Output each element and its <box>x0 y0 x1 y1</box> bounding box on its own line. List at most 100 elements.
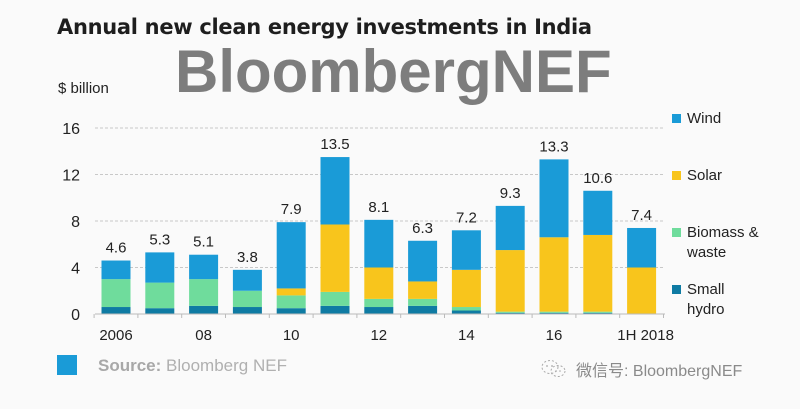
bar-segment-wind <box>408 240 438 282</box>
bar-segment-solar <box>320 224 350 292</box>
bar-segment-biomass-waste <box>320 291 350 306</box>
bar-segment-wind <box>583 190 613 235</box>
bar-segment-small-hydro <box>583 312 613 314</box>
bar-segment-small-hydro <box>145 308 175 314</box>
bar-segment-solar <box>539 237 569 312</box>
y-axis-unit-label: $ billion <box>58 80 109 97</box>
bar-segment-biomass-waste <box>583 311 613 313</box>
bar-segment-biomass-waste <box>189 279 219 306</box>
bar-segment-biomass-waste <box>145 282 175 309</box>
x-tick-label: 14 <box>458 327 475 344</box>
bar-segment-wind <box>627 227 657 268</box>
chart-title: Annual new clean energy investments in I… <box>57 15 592 39</box>
y-tick-label: 16 <box>62 121 80 138</box>
legend-label-biomass-line1: Biomass & <box>687 224 759 241</box>
x-tick-label: 1H 2018 <box>617 327 674 344</box>
bar-segment-biomass-waste <box>232 290 262 308</box>
x-tick-label: 10 <box>283 327 300 344</box>
bar-segment-small-hydro <box>320 305 350 314</box>
bar-segment-wind <box>145 252 175 283</box>
legend-item-wind: Wind <box>672 109 721 129</box>
bar-segment-wind <box>189 254 219 280</box>
bar-segment-biomass-waste <box>539 311 569 313</box>
bar-segment-wind <box>232 269 262 291</box>
bar-segment-biomass-waste <box>364 298 394 308</box>
bar-segment-small-hydro <box>101 307 131 314</box>
legend-label-wind: Wind <box>687 110 722 127</box>
y-tick-label: 8 <box>71 214 80 231</box>
bar-segment-biomass-waste <box>495 311 525 313</box>
source-value: Bloomberg NEF <box>166 356 287 375</box>
bar-segment-solar <box>495 250 525 312</box>
bar-segment-wind <box>451 230 481 270</box>
total-labels: 4.6 5.3 5.1 3.8 7.9 13.5 8.1 6.3 7.2 9.3 13.3 10.6 7… <box>106 136 652 266</box>
legend-label-hydro-line1: Small <box>687 281 725 298</box>
bar-segment-small-hydro <box>189 305 219 314</box>
legend-item-hydro: Small hydro <box>672 280 725 320</box>
legend-swatch-biomass <box>672 228 681 237</box>
legend-label-biomass: Biomass & waste <box>687 223 759 263</box>
bar-segment-wind <box>276 222 306 289</box>
bar-segment-small-hydro <box>276 308 306 314</box>
total-label: 13.3 <box>539 138 568 155</box>
bar-segment-solar <box>583 234 613 312</box>
wechat-credit: 微信号: BloombergNEF <box>540 357 742 381</box>
bar-segment-wind <box>320 157 350 225</box>
wechat-icon <box>541 360 566 377</box>
x-tick-label: 12 <box>370 327 387 344</box>
y-axis-ticks: 0 4 8 12 16 <box>62 121 80 324</box>
bar-segment-solar <box>408 281 438 299</box>
x-tick-label: 2006 <box>99 327 132 344</box>
bar-segment-small-hydro <box>539 312 569 314</box>
legend-item-solar: Solar <box>672 166 722 186</box>
legend-label-hydro: Small hydro <box>687 280 725 320</box>
x-tick-label: 16 <box>546 327 563 344</box>
total-label: 7.4 <box>631 207 652 224</box>
total-label: 8.1 <box>368 199 389 216</box>
bar-segment-small-hydro <box>232 307 262 314</box>
legend-swatch-wind <box>672 114 681 123</box>
bar-segment-biomass-waste <box>451 307 481 311</box>
total-label: 4.6 <box>106 240 127 257</box>
bar-segment-solar <box>451 269 481 308</box>
wechat-text: 微信号: BloombergNEF <box>576 363 743 380</box>
x-axis: 2006 08 10 12 14 16 1H 2018 <box>93 313 674 344</box>
total-label: 10.6 <box>583 170 612 187</box>
bar-segment-biomass-waste <box>276 295 306 309</box>
y-tick-label: 4 <box>71 261 80 278</box>
bar-segment-solar <box>627 267 657 314</box>
source-note: Source: Bloomberg NEF <box>98 356 287 376</box>
bar-segment-wind <box>495 205 525 251</box>
bar-segment-small-hydro <box>451 310 481 314</box>
total-label: 13.5 <box>320 136 349 153</box>
total-label: 3.8 <box>237 249 258 266</box>
source-label: Source: <box>98 356 162 375</box>
total-label: 5.3 <box>149 231 170 248</box>
bar-segment-small-hydro <box>364 307 394 314</box>
bar-segment-small-hydro <box>408 305 438 314</box>
legend-label-biomass-line2: waste <box>687 244 727 261</box>
source-color-box <box>57 355 77 375</box>
x-tick-label: 08 <box>195 327 212 344</box>
total-label: 6.3 <box>412 220 433 237</box>
bar-segment-biomass-waste <box>408 298 438 306</box>
legend-swatch-solar <box>672 171 681 180</box>
legend-label-solar: Solar <box>687 167 723 184</box>
total-label: 5.1 <box>193 234 214 251</box>
bar-segment-small-hydro <box>495 312 525 314</box>
y-tick-label: 0 <box>71 307 80 324</box>
bar-segment-wind <box>539 159 569 238</box>
legend-label-hydro-line2: hydro <box>687 301 725 318</box>
total-label: 9.3 <box>500 185 521 202</box>
bar-segment-biomass-waste <box>101 279 131 308</box>
legend-item-biomass: Biomass & waste <box>672 223 759 263</box>
bar-segment-wind <box>364 219 394 268</box>
bar-segment-solar <box>276 288 306 296</box>
total-label: 7.2 <box>456 209 477 226</box>
y-tick-label: 12 <box>62 168 80 185</box>
bars <box>101 157 657 314</box>
total-label: 7.9 <box>281 201 302 218</box>
bar-segment-wind <box>101 260 131 280</box>
legend-swatch-hydro <box>672 285 681 294</box>
